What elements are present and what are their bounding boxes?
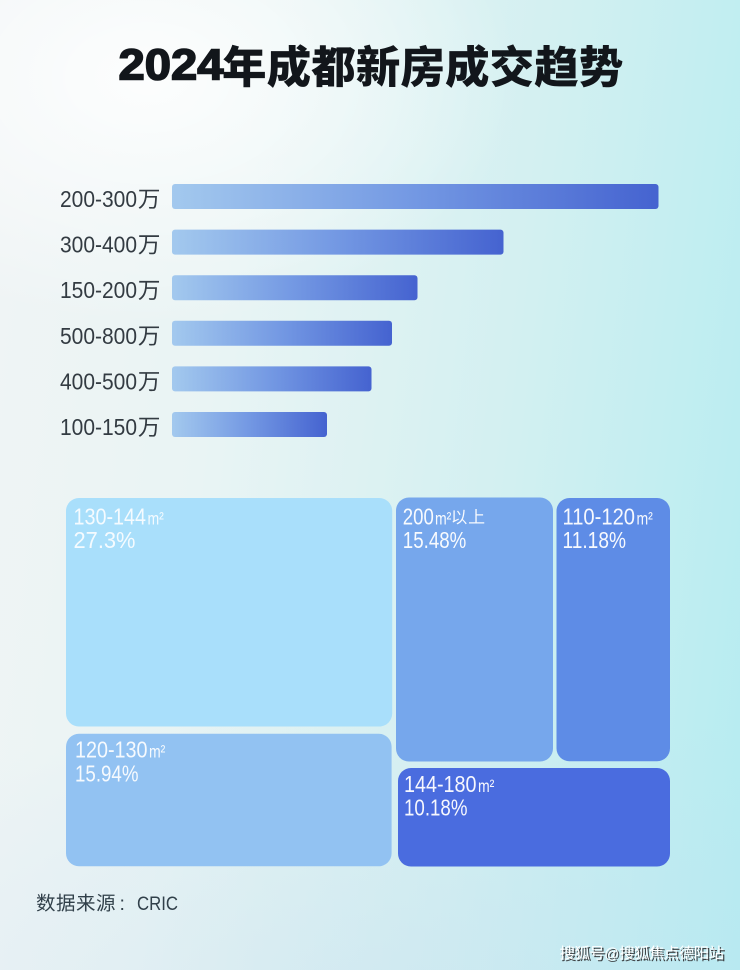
svg-text:15.94%: 15.94% xyxy=(75,760,139,786)
svg-text:110-120: 110-120 xyxy=(563,503,636,529)
svg-text:10.18%: 10.18% xyxy=(404,795,468,821)
svg-text:m²: m² xyxy=(435,509,452,529)
svg-text:m²: m² xyxy=(149,742,166,762)
svg-text:500-800: 500-800 xyxy=(60,323,137,349)
svg-text:200: 200 xyxy=(403,503,434,529)
svg-text:m²: m² xyxy=(478,776,495,796)
svg-text:@: @ xyxy=(606,948,621,964)
svg-text:120-130: 120-130 xyxy=(75,737,148,763)
svg-text:15.48%: 15.48% xyxy=(403,527,467,553)
svg-text:27.3%: 27.3% xyxy=(74,527,136,553)
svg-text:11.18%: 11.18% xyxy=(563,527,627,553)
svg-text:m²: m² xyxy=(637,509,654,529)
svg-text:CRIC: CRIC xyxy=(137,893,178,915)
svg-text:2024: 2024 xyxy=(119,42,224,90)
svg-text:100-150: 100-150 xyxy=(60,414,137,440)
svg-text:144-180: 144-180 xyxy=(404,771,477,797)
svg-text:130-144: 130-144 xyxy=(74,503,147,529)
svg-text:m²: m² xyxy=(148,509,165,529)
svg-text::: : xyxy=(120,893,125,915)
svg-text:@: @ xyxy=(604,947,619,963)
svg-text:400-500: 400-500 xyxy=(60,368,137,394)
svg-text:300-400: 300-400 xyxy=(60,232,137,258)
svg-text:150-200: 150-200 xyxy=(60,277,137,303)
svg-text:200-300: 200-300 xyxy=(60,186,137,212)
